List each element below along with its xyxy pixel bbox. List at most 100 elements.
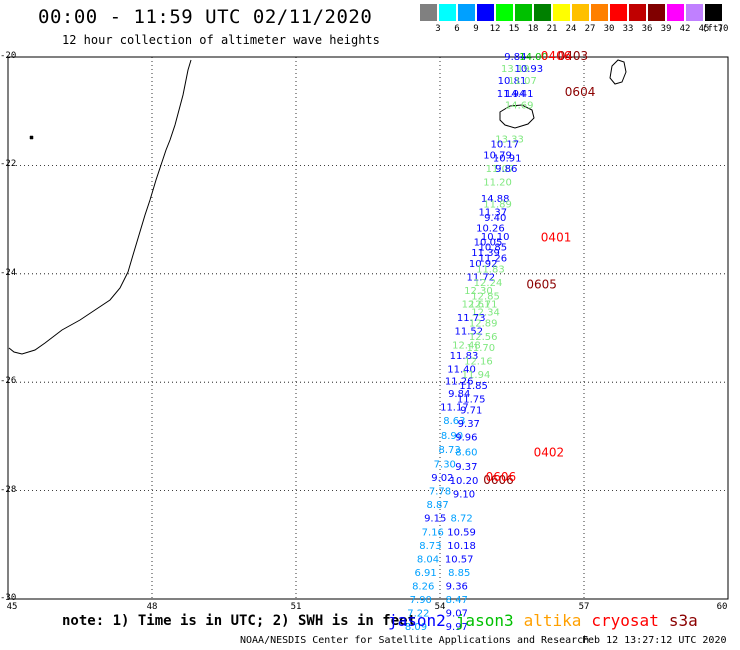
wave-height-reading: 12.56	[469, 332, 498, 343]
legend-swatch-39	[648, 4, 665, 21]
wave-height-reading: 7.90	[410, 595, 432, 606]
credit-text: NOAA/NESDIS Center for Satellite Applica…	[240, 635, 590, 646]
lon-label: 51	[290, 602, 302, 612]
legend-swatch-70	[705, 4, 722, 21]
wave-height-reading: 11.70	[466, 343, 495, 354]
wave-height-reading: 9.40	[484, 213, 506, 224]
wave-height-reading: 9.37	[458, 419, 480, 430]
wave-height-reading: 7.16	[422, 527, 444, 538]
wave-height-reading: 8.04	[417, 554, 439, 565]
lat-label: -20	[0, 51, 17, 61]
legend-swatch-45	[686, 4, 703, 21]
wave-height-reading: 12.34	[471, 308, 500, 319]
legend-label: 36	[641, 24, 653, 34]
legend-label: 45	[698, 24, 710, 34]
wave-height-reading: 9.36	[446, 581, 468, 592]
legend-label: 6	[454, 24, 460, 34]
wave-height-reading: 8.73	[438, 445, 460, 456]
legend-swatch-27	[572, 4, 589, 21]
wave-height-reading: 12.24	[474, 278, 503, 289]
legend-swatch-30	[591, 4, 608, 21]
legend-swatch-33	[610, 4, 627, 21]
wave-height-reading: 9.37	[455, 462, 477, 473]
lat-label: -24	[0, 267, 17, 278]
legend-label: 24	[565, 24, 577, 34]
wave-height-reading: 11.85	[459, 381, 488, 392]
wave-height-reading: 11.37	[478, 207, 507, 218]
legend-swatch-3	[420, 4, 437, 21]
satellite-altika: altika	[523, 611, 582, 630]
pass-time-label: 0403	[558, 49, 589, 63]
lat-label: -26	[0, 376, 17, 387]
small-islet	[29, 135, 34, 140]
wave-height-reading: 14.69	[505, 101, 534, 112]
wave-height-reading: 7.78	[429, 487, 451, 498]
lat-label: -30	[0, 593, 17, 603]
legend-swatch-6	[439, 4, 456, 21]
wave-height-reading: 11.52	[454, 327, 483, 338]
wave-height-reading: 9.07	[446, 609, 468, 620]
wave-height-reading: 10.91	[493, 153, 522, 164]
satellite-legend: jason2 jason3 altika cryosat s3a	[388, 611, 708, 630]
pass-time-label: 0402	[534, 446, 565, 460]
legend-label: 15	[508, 24, 520, 34]
wave-height-reading: 11.07	[508, 76, 537, 87]
wave-height-reading: 8.47	[446, 595, 468, 606]
wave-height-reading: 8.60	[455, 448, 477, 459]
legend-label: 21	[546, 24, 558, 34]
wave-height-reading: 6.91	[414, 568, 436, 579]
wave-height-reading: 8.90	[441, 431, 463, 442]
wave-height-reading: 9.71	[460, 405, 482, 416]
legend-unit-label: (ft)	[702, 24, 724, 34]
wave-height-reading: 10.93	[514, 64, 543, 75]
wave-height-reading: 8.85	[448, 568, 470, 579]
generated-timestamp: Feb 12 13:27:12 UTC 2020	[582, 635, 727, 646]
wave-height-reading: 8.87	[426, 500, 448, 511]
legend-label: 70	[717, 24, 729, 34]
pass-time-label: 0606	[483, 473, 514, 487]
wave-height-reading: 11.83	[450, 351, 479, 362]
legend-swatch-15	[496, 4, 513, 21]
lon-label: 45	[6, 602, 18, 612]
wave-height-reading: 11.73	[457, 313, 486, 324]
wave-height-reading: 8.73	[419, 541, 441, 552]
wave-height-reading: 11.40	[447, 365, 476, 376]
altimeter-readings: 9.8414.0013.1910.9310.8111.0711.9414.411…	[405, 52, 548, 633]
pass-time-label: 0606	[486, 470, 517, 484]
legend-label: 39	[660, 24, 672, 34]
wave-height-reading: 12.48	[452, 340, 481, 351]
wave-height-reading: 12.71	[469, 300, 498, 311]
satellite-jason3: jason3	[455, 611, 514, 630]
satellite-s3a: s3a	[668, 611, 698, 630]
pass-time-label: 0406	[541, 49, 572, 63]
wave-height-reading: 9.84	[448, 389, 470, 400]
legend-swatch-12	[477, 4, 494, 21]
wave-height-reading: 11.72	[466, 273, 495, 284]
chart-subtitle: 12 hour collection of altimeter wave hei…	[62, 33, 380, 47]
wave-height-reading: 11.17	[440, 403, 469, 414]
legend-label: 12	[489, 24, 501, 34]
wave-height-reading: 10.10	[481, 232, 510, 243]
wave-height-reading: 11.26	[445, 377, 474, 388]
wave-height-reading: 8.26	[412, 581, 434, 592]
mauritius-island	[609, 59, 627, 85]
chart-title: 00:00 - 11:59 UTC 02/11/2020	[38, 6, 373, 28]
coastline	[8, 59, 627, 355]
wave-height-reading: 11.07	[486, 164, 515, 175]
wave-height-reading: 14.41	[505, 89, 534, 100]
wave-height-reading: 9.84	[504, 52, 526, 63]
wave-height-reading: 8.63	[443, 416, 465, 427]
legend-swatch-9	[458, 4, 475, 21]
map-frame	[7, 56, 729, 600]
footer-note: note: 1) Time is in UTC; 2) SWH is in fe…	[62, 613, 417, 629]
map-grid	[8, 57, 728, 599]
legend-label: 3	[435, 24, 441, 34]
wave-height-reading: 12.61	[462, 300, 491, 311]
wave-height-reading: 10.57	[445, 554, 474, 565]
wave-height-reading: 14.88	[481, 194, 510, 205]
wave-height-reading: 11.75	[457, 394, 486, 405]
wave-height-reading: 10.18	[447, 541, 476, 552]
wave-height-reading: 10.79	[483, 151, 512, 162]
wave-height-reading: 10.81	[498, 76, 527, 87]
